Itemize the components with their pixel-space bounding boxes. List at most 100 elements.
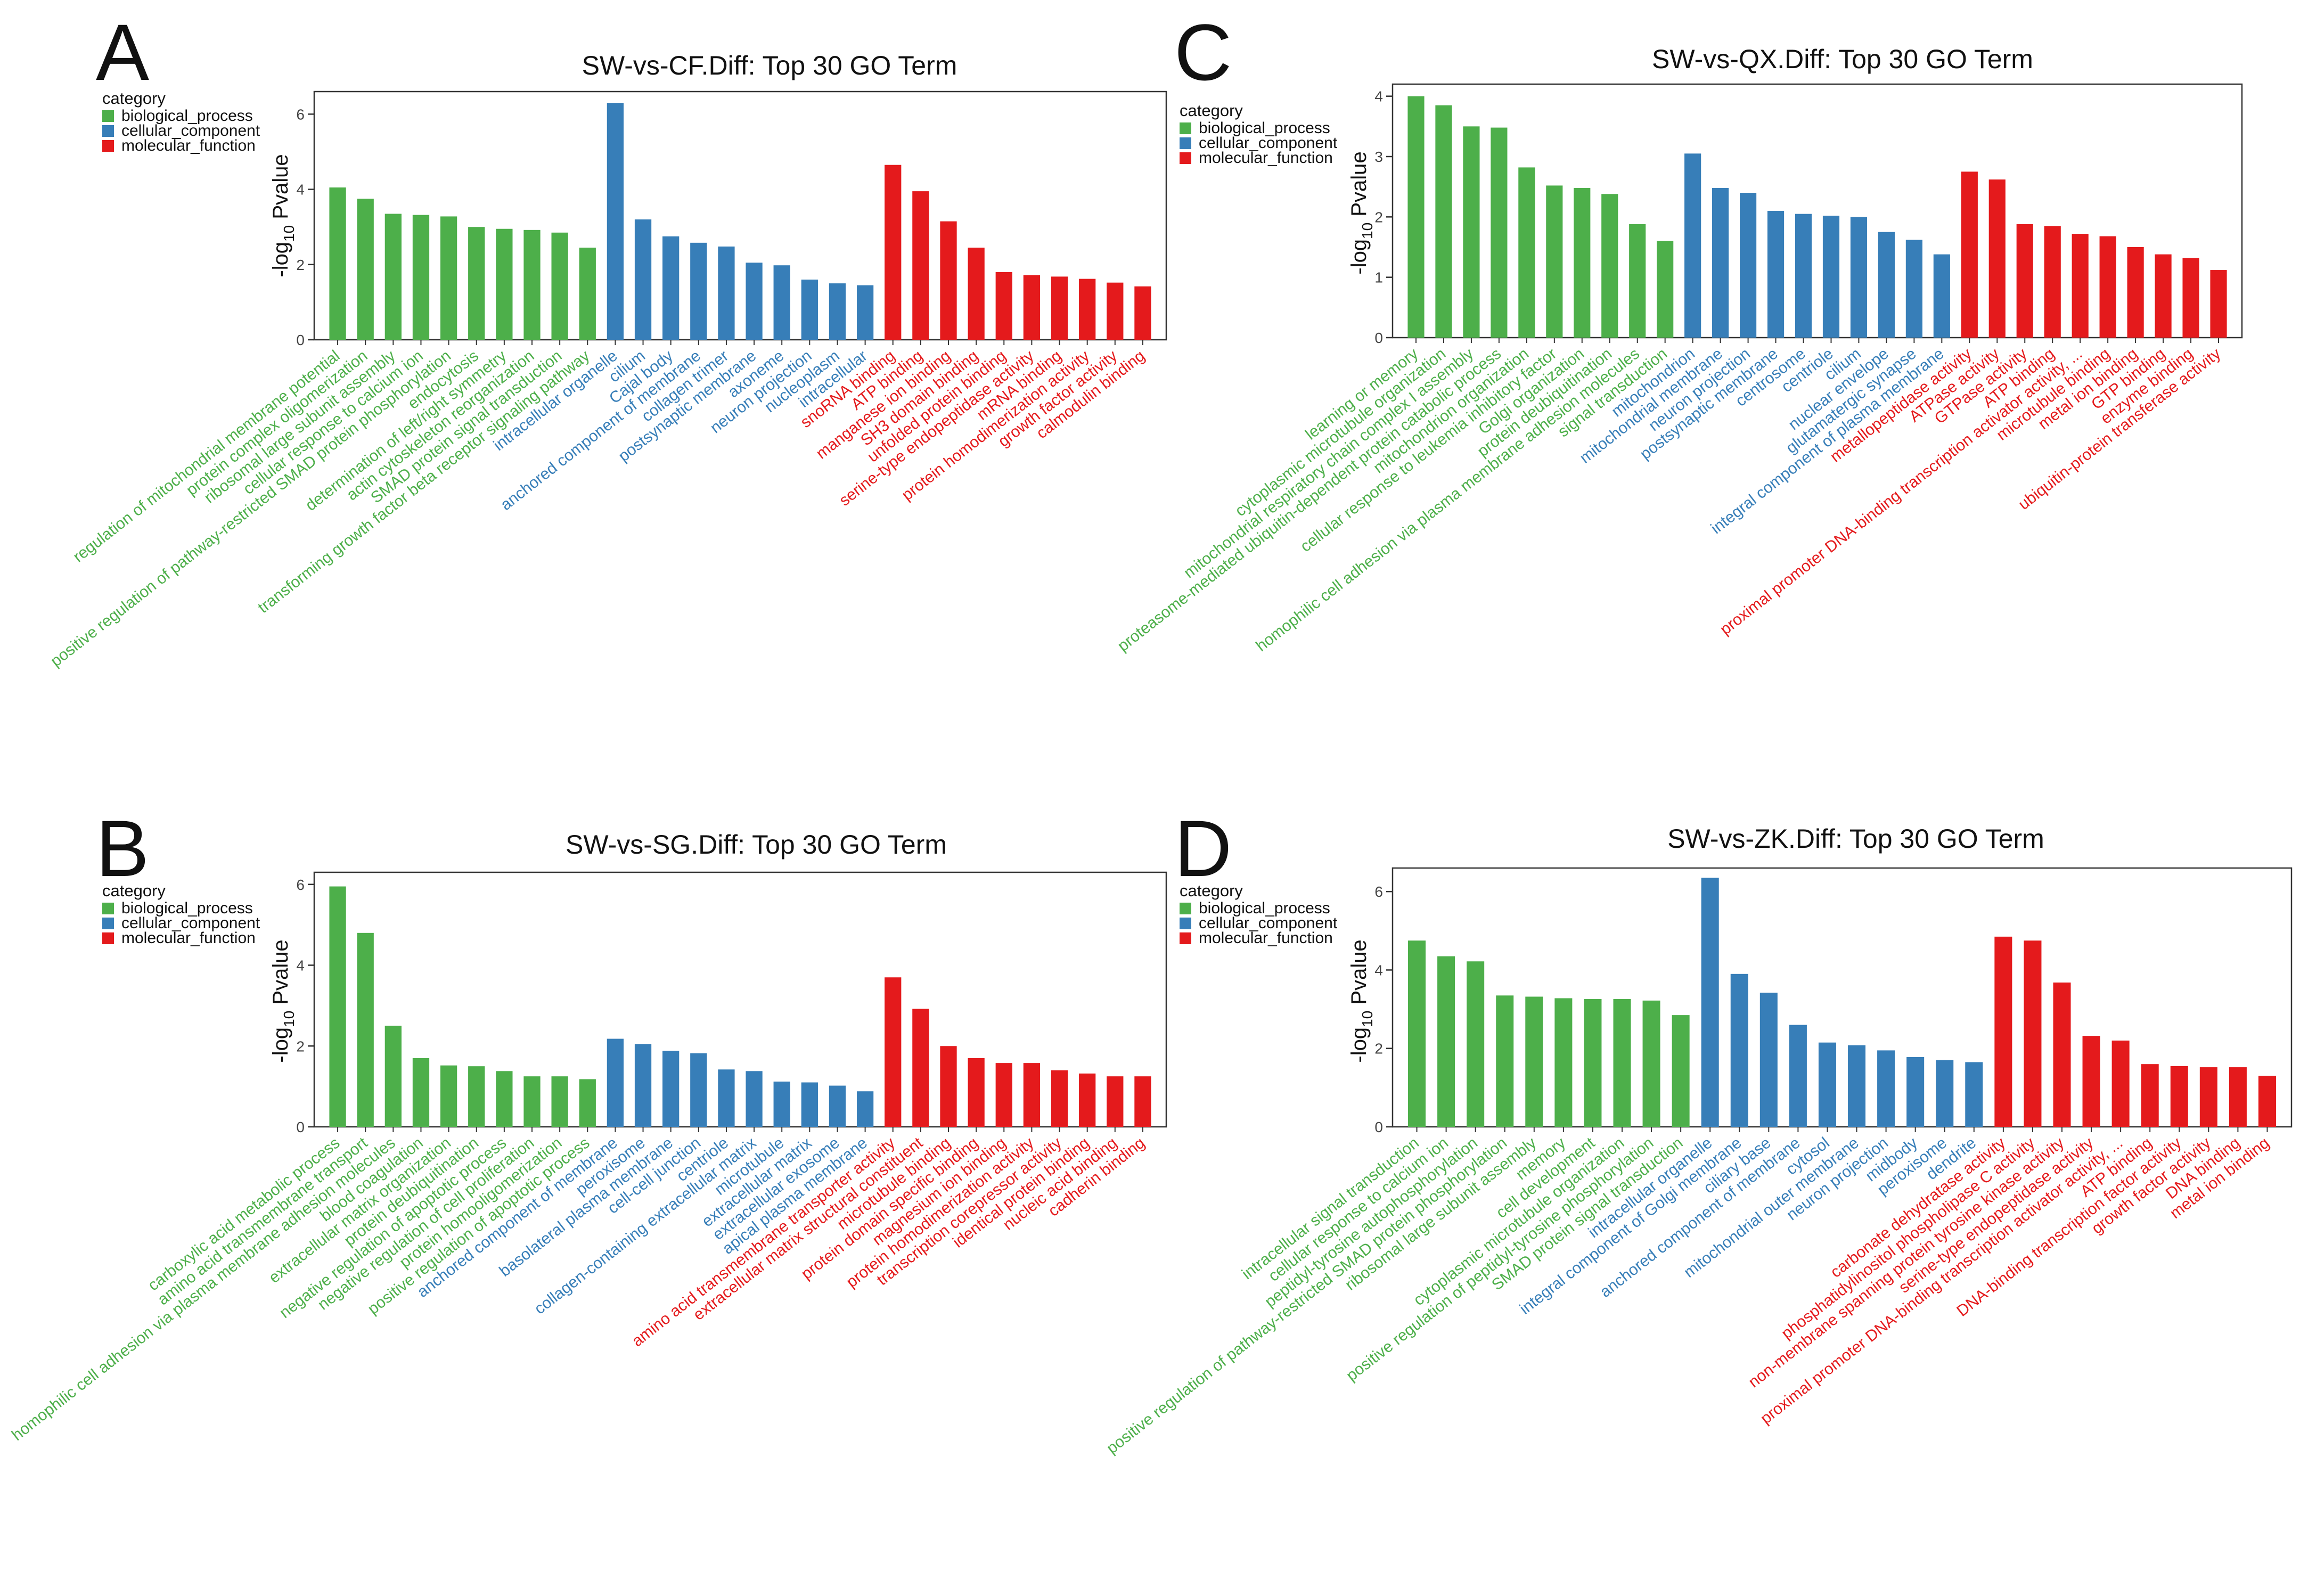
legend-label-molecular-function: molecular_function	[121, 137, 256, 154]
y-tick-label: 4	[296, 182, 305, 198]
bar-23	[2053, 983, 2071, 1127]
bar-26	[2141, 1064, 2159, 1127]
bar-22	[2024, 940, 2042, 1127]
bar-8	[1613, 998, 1631, 1127]
legend-label-biological-process: biological_process	[1199, 899, 1330, 917]
x-tick-label: mitochondrial respiratory chain complex …	[1181, 345, 1477, 582]
y-tick-label: 2	[1374, 209, 1383, 225]
bar-13	[662, 236, 680, 340]
bar-20	[856, 1091, 874, 1127]
bar-18	[1878, 232, 1895, 338]
y-axis-label: -log10 Pvalue	[269, 154, 297, 277]
bar-5	[1518, 167, 1535, 338]
bar-8	[1601, 194, 1618, 338]
legend-label-cellular-component: cellular_component	[1199, 134, 1338, 152]
bar-5	[440, 216, 457, 340]
bar-13	[1739, 193, 1757, 338]
bar-16	[746, 1071, 763, 1127]
legend-swatch-molecular-function	[1180, 152, 1191, 164]
bar-11	[1684, 153, 1701, 338]
bar-30	[1134, 1076, 1151, 1127]
bar-6	[1554, 998, 1573, 1127]
bar-4	[1496, 995, 1514, 1127]
y-axis-label: -log10 Pvalue	[1347, 939, 1376, 1062]
y-tick-label: 2	[296, 257, 305, 273]
bar-21	[885, 977, 902, 1127]
legend-swatch-cellular-component	[102, 125, 114, 137]
bar-20	[856, 285, 874, 340]
bar-2	[1437, 956, 1455, 1127]
plot-frame	[1392, 867, 2293, 1128]
bar-3	[384, 214, 402, 340]
bar-16	[1848, 1045, 1866, 1127]
bar-8	[523, 1076, 541, 1127]
bar-4	[412, 1058, 430, 1127]
legend-label-molecular-function: molecular_function	[1199, 929, 1333, 947]
legend-title: category	[1180, 881, 1243, 900]
bar-23	[2016, 224, 2033, 338]
bar-18	[801, 280, 818, 340]
legend-title: category	[102, 89, 166, 108]
y-tick-label: 2	[1374, 1041, 1383, 1057]
bar-25	[2072, 234, 2089, 338]
bar-30	[2210, 270, 2227, 338]
bar-18	[1906, 1057, 1925, 1127]
bar-19	[1905, 240, 1922, 338]
bar-27	[1051, 276, 1068, 340]
bar-17	[1877, 1050, 1895, 1127]
bar-11	[607, 103, 624, 340]
legend: categorybiological_processcellular_compo…	[102, 881, 260, 947]
bar-5	[440, 1065, 457, 1127]
bar-6	[468, 227, 485, 340]
legend-swatch-biological-process	[102, 903, 114, 914]
panel-C: C SW-vs-QX.Diff: Top 30 GO Term categorybi…	[1115, 7, 2243, 655]
bar-24	[968, 1058, 985, 1127]
y-tick-label: 0	[1374, 1119, 1383, 1135]
bar-4	[412, 215, 430, 340]
legend-swatch-cellular-component	[1180, 137, 1191, 149]
legend-swatch-molecular-function	[102, 932, 114, 944]
bar-14	[1789, 1025, 1807, 1127]
bar-19	[1936, 1060, 1954, 1127]
bar-20	[1965, 1062, 1983, 1127]
bar-10	[1657, 241, 1674, 338]
bar-9	[1642, 1000, 1660, 1127]
bar-15	[718, 1069, 735, 1127]
y-tick-label: 2	[296, 1038, 305, 1054]
y-tick-label: 6	[296, 877, 305, 893]
bar-21	[1994, 936, 2012, 1127]
bar-2	[1435, 105, 1452, 338]
bar-8	[523, 230, 541, 340]
legend-label-cellular-component: cellular_component	[121, 914, 260, 932]
chart-title: SW-vs-CF.Diff: Top 30 GO Term	[582, 51, 957, 80]
y-tick-label: 4	[1374, 88, 1383, 105]
bar-17	[773, 265, 790, 340]
bar-24	[968, 248, 985, 340]
chart-title: SW-vs-SG.Diff: Top 30 GO Term	[566, 830, 947, 860]
legend-swatch-biological-process	[1180, 903, 1191, 914]
bar-25	[995, 272, 1012, 340]
legend-swatch-cellular-component	[1180, 918, 1191, 929]
bar-13	[1759, 993, 1778, 1127]
bar-15	[1818, 1042, 1836, 1127]
bar-15	[1795, 214, 1812, 338]
y-axis-label: -log10 Pvalue	[269, 939, 297, 1062]
bar-9	[551, 232, 568, 340]
y-tick-label: 6	[1374, 883, 1383, 900]
panel-D: D SW-vs-ZK.Diff: Top 30 GO Term categorybi…	[1103, 804, 2293, 1458]
y-tick-label: 3	[1374, 149, 1383, 165]
legend-swatch-biological-process	[1180, 122, 1191, 134]
bar-23	[940, 1046, 957, 1127]
bar-10	[579, 1079, 596, 1127]
bar-16	[746, 263, 763, 340]
bar-28	[1079, 279, 1096, 340]
bar-11	[1701, 878, 1719, 1127]
bar-5	[1525, 996, 1543, 1127]
bar-20	[1933, 254, 1950, 338]
bar-1	[1407, 96, 1425, 338]
legend-swatch-molecular-function	[1180, 932, 1191, 944]
y-tick-label: 0	[296, 1119, 305, 1135]
y-tick-label: 6	[296, 106, 305, 122]
